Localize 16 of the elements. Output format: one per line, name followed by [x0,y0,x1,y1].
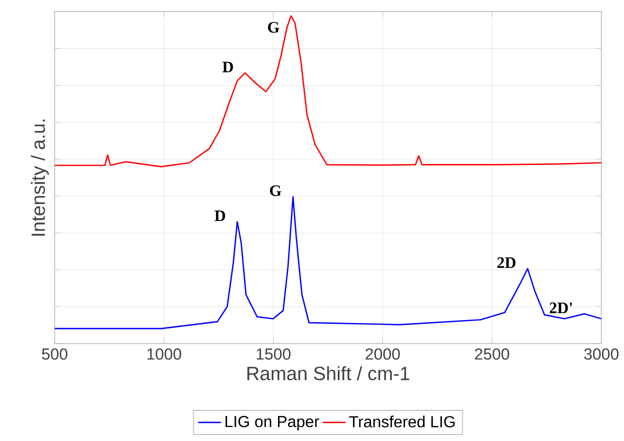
annotation: D [222,62,233,72]
x-tick-label: 2000 [366,348,400,360]
legend-label: Transfered LIG [349,416,455,428]
x-tick-label: 2500 [475,348,510,360]
annotation: G [268,22,280,33]
x-tick-label: 500 [42,348,68,360]
x-axis-title: Raman Shift / cm-1 [247,366,410,380]
x-tick-label: 1000 [147,348,182,360]
x-tick-label: 1500 [256,348,291,360]
annotation: D [214,210,226,222]
legend-label: LIG on Paper [226,416,320,430]
annotation: G [270,185,282,196]
y-axis-title: Intensity / a.u. [30,120,49,236]
annotation: 2D' [550,302,572,314]
annotation: 2D [497,257,516,268]
x-tick-label: 3000 [584,348,619,360]
